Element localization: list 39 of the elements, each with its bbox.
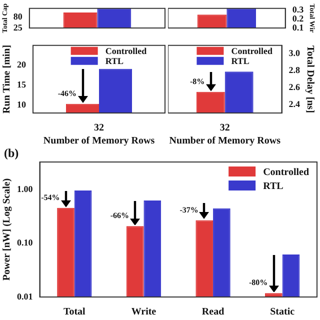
text: (b) xyxy=(4,146,19,160)
y-tick-label: 20 xyxy=(17,60,26,70)
legend-label: Controlled xyxy=(105,46,147,56)
annotation: -46% xyxy=(58,88,76,98)
y-axis-title: Run Time [min] xyxy=(2,44,13,114)
annotation: -8% xyxy=(190,76,205,86)
annotation: -66% xyxy=(110,211,130,220)
y2-tick-label: 3.0 xyxy=(288,48,300,58)
y2-tick-label: 0.3 xyxy=(292,4,304,15)
legend-label: RTL xyxy=(105,56,124,66)
legend-label: Controlled xyxy=(263,167,310,178)
y-tick-label: 15 xyxy=(17,79,26,90)
x-tick-label: Write xyxy=(131,306,157,318)
y-tick-label: 0.10 xyxy=(17,238,34,248)
x-tick-label: 32 xyxy=(94,122,104,134)
annotation: -37% xyxy=(180,205,198,214)
legend-label: Controlled xyxy=(231,46,273,56)
y2-tick-label: 2.4 xyxy=(288,98,300,109)
legend-label: RTL xyxy=(231,56,250,66)
y-tick-label: 25 xyxy=(13,22,23,32)
y2-axis-title: Total Delay [ns] xyxy=(304,45,316,113)
y-tick-label: 1.00 xyxy=(17,184,34,194)
y2-tick-label: 0.1 xyxy=(292,22,304,32)
x-axis-title: Number of Memory Rows xyxy=(169,136,281,147)
y2-tick-label: 0.2 xyxy=(292,13,304,24)
y2-tick-label: 2.6 xyxy=(288,82,300,92)
y2-tick-label: 2.8 xyxy=(288,65,300,76)
legend-label: RTL xyxy=(263,181,284,192)
y-tick-label: 80 xyxy=(13,11,23,22)
annotation: -80% xyxy=(249,278,268,288)
x-tick-label: Total xyxy=(63,306,86,318)
x-tick-label: Static xyxy=(270,306,296,318)
x-axis-title: Number of Memory Rows xyxy=(43,136,155,147)
annotation: -54% xyxy=(41,192,60,202)
y-tick-label: 0.01 xyxy=(17,291,34,302)
x-tick-label: Read xyxy=(202,306,225,318)
y-tick-label: 10 xyxy=(17,99,26,110)
x-tick-label: 32 xyxy=(220,122,230,134)
y-axis-title: Power [nW] (Log Scale) xyxy=(2,178,13,281)
